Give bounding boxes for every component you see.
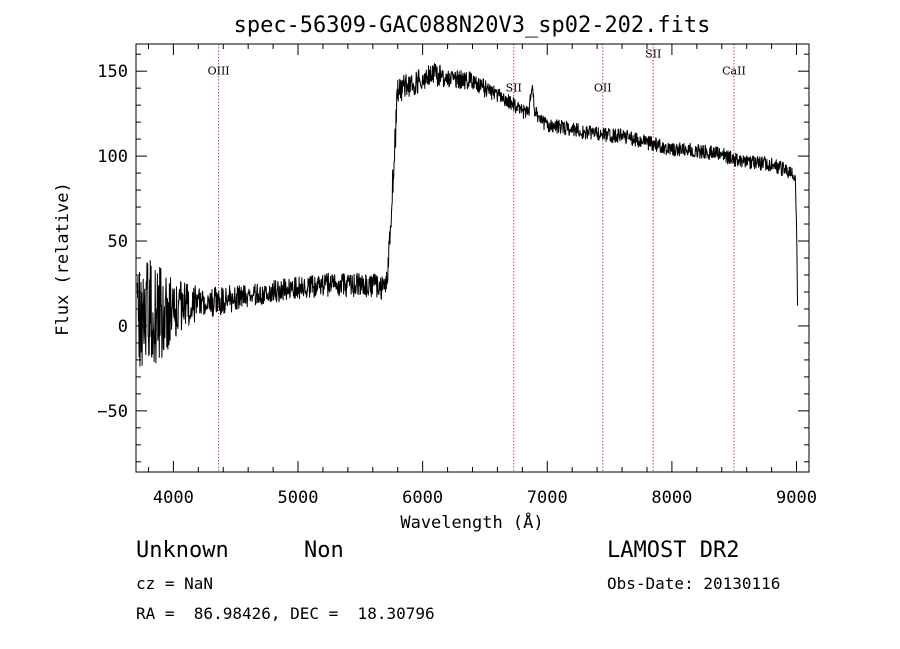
spectral-line-label: SII [645,48,661,61]
spectral-line-markers: OIII SII OII SII CaII [208,44,746,472]
observation-date: Obs-Date: 20130116 [607,574,781,593]
x-tick-label: 6000 [402,488,443,508]
x-tick-label: 5000 [278,488,319,508]
y-tick-label: 100 [97,147,128,167]
x-tick-label: 8000 [651,488,692,508]
x-tick-label: 7000 [527,488,568,508]
y-tick-label: 50 [108,232,128,252]
redshift-cz: cz = NaN [136,574,214,593]
survey-name: LAMOST DR2 [607,538,740,563]
x-tick-label: 9000 [776,488,817,508]
coordinates: RA = 86.98426, DEC = 18.30796 [136,604,435,623]
x-axis-label: Wavelength (Å) [400,511,543,533]
y-tick-label: 150 [97,62,128,82]
spectral-line-label: SII [506,82,522,95]
spectrum-line [136,63,798,367]
y-tick-label: 0 [118,317,128,337]
spectrum-line-group [136,63,798,367]
spectral-line-label: OII [594,82,612,95]
x-tick-label: 4000 [153,488,194,508]
y-axis-label: Flux (relative) [53,182,73,336]
chart-title: spec-56309-GAC088N20V3_sp02-202.fits [234,13,711,38]
spectral-line-label: OIII [208,65,230,78]
spectral-line-label: CaII [722,65,746,78]
object-subclass: Non [304,538,344,563]
y-tick-label: −50 [97,402,128,422]
object-class: Unknown [136,538,229,563]
plot-frame [135,43,810,473]
axis-ticks: 4000 5000 6000 7000 8000 9000 −50 0 50 100 150 [97,44,817,508]
